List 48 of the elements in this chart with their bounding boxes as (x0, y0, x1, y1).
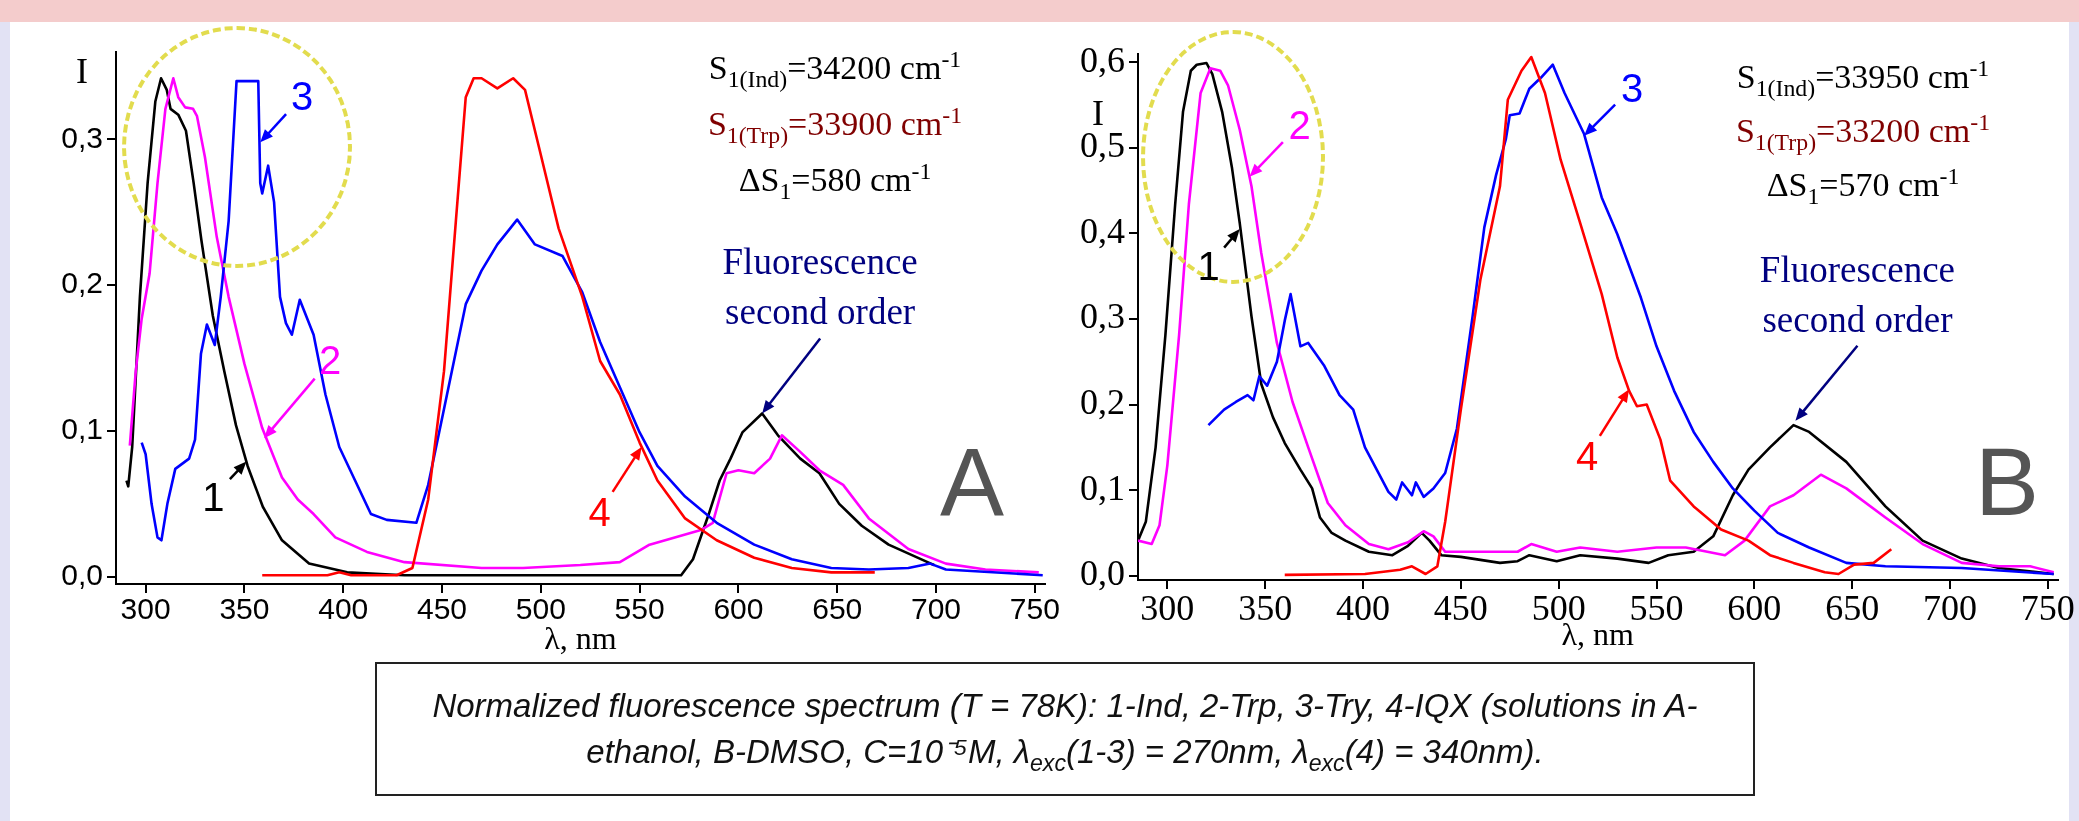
annotation: Fluorescence second order (722, 240, 918, 332)
y-tick-label: 0,1 (61, 412, 103, 446)
annotation: 2 (319, 338, 342, 383)
annotation: 4 (588, 489, 611, 534)
text: Normalized fluorescence spectrum (T = 78K): 1-Ind, 2-Trp, 3-Try, 4-IQX (solutions in A-ethanol, B-DMSO, C=10⁻⁵M, λ$_{exc}$(1-3) = 270nm, λ$_{exc}$(4) = 340nm). (431, 686, 1699, 776)
x-tick-label: 750 (1009, 592, 1060, 626)
annotation: 1 (1197, 244, 1220, 289)
x-tick-label: 300 (120, 592, 171, 626)
x-tick-label: 600 (713, 592, 764, 626)
x-tick-label: 550 (614, 592, 665, 626)
x-tick-label: 300 (1140, 588, 1195, 629)
x-tick-label: 350 (219, 592, 270, 626)
annotation: S$_{1(Trp)}$=33900 cm$^{-1}$ (706, 100, 964, 150)
x-tick-label: 400 (1336, 588, 1391, 629)
x-tick-label: 450 (1433, 588, 1488, 629)
annotation: 1 (202, 474, 225, 519)
x-tick-label: 700 (910, 592, 962, 626)
annotation: ΔS$_{1}$=580 cm$^{-1}$ (737, 156, 933, 206)
annotation: Fluorescence second order (1759, 248, 1956, 340)
annotation: 3 (1620, 65, 1644, 110)
x-tick-label: 350 (1238, 588, 1293, 629)
x-tick-label: 650 (812, 592, 863, 626)
x-tick-label: 750 (2020, 588, 2075, 629)
annotation: 3 (291, 74, 314, 119)
y-tick-label: 0,4 (1080, 210, 1125, 251)
y-axis-title: I (76, 51, 88, 92)
x-tick-label: 600 (1727, 588, 1782, 629)
y-tick-label: 0,1 (1080, 467, 1125, 508)
x-tick-label: 400 (318, 592, 369, 626)
annotation: A (940, 428, 1005, 535)
x-tick-label: 450 (417, 592, 468, 626)
annotation: S$_{1(Ind)}$=33950 cm$^{-1}$ (1735, 53, 1991, 103)
x-tick-label: 550 (1629, 588, 1684, 629)
y-tick-label: 0,3 (61, 120, 103, 154)
y-tick-label: 0,0 (1080, 553, 1125, 594)
annotation: S$_{1(Trp)}$=33200 cm$^{-1}$ (1734, 107, 1992, 157)
y-tick-label: 0,6 (1080, 39, 1125, 80)
annotation: ΔS$_{1}$=570 cm$^{-1}$ (1765, 161, 1961, 211)
annotation: S$_{1(Ind)}$=34200 cm$^{-1}$ (707, 44, 963, 94)
annotation: B (1975, 428, 2040, 535)
annotation: 4 (1575, 434, 1599, 479)
x-tick-label: 650 (1825, 588, 1880, 629)
y-tick-label: 0,0 (61, 557, 103, 591)
y-tick-label: 0,3 (1080, 296, 1125, 337)
y-tick-label: 0,2 (1080, 381, 1125, 422)
y-tick-label: 0,2 (61, 266, 103, 300)
x-tick-label: 700 (1923, 588, 1977, 629)
annotation: 2 (1288, 102, 1311, 147)
